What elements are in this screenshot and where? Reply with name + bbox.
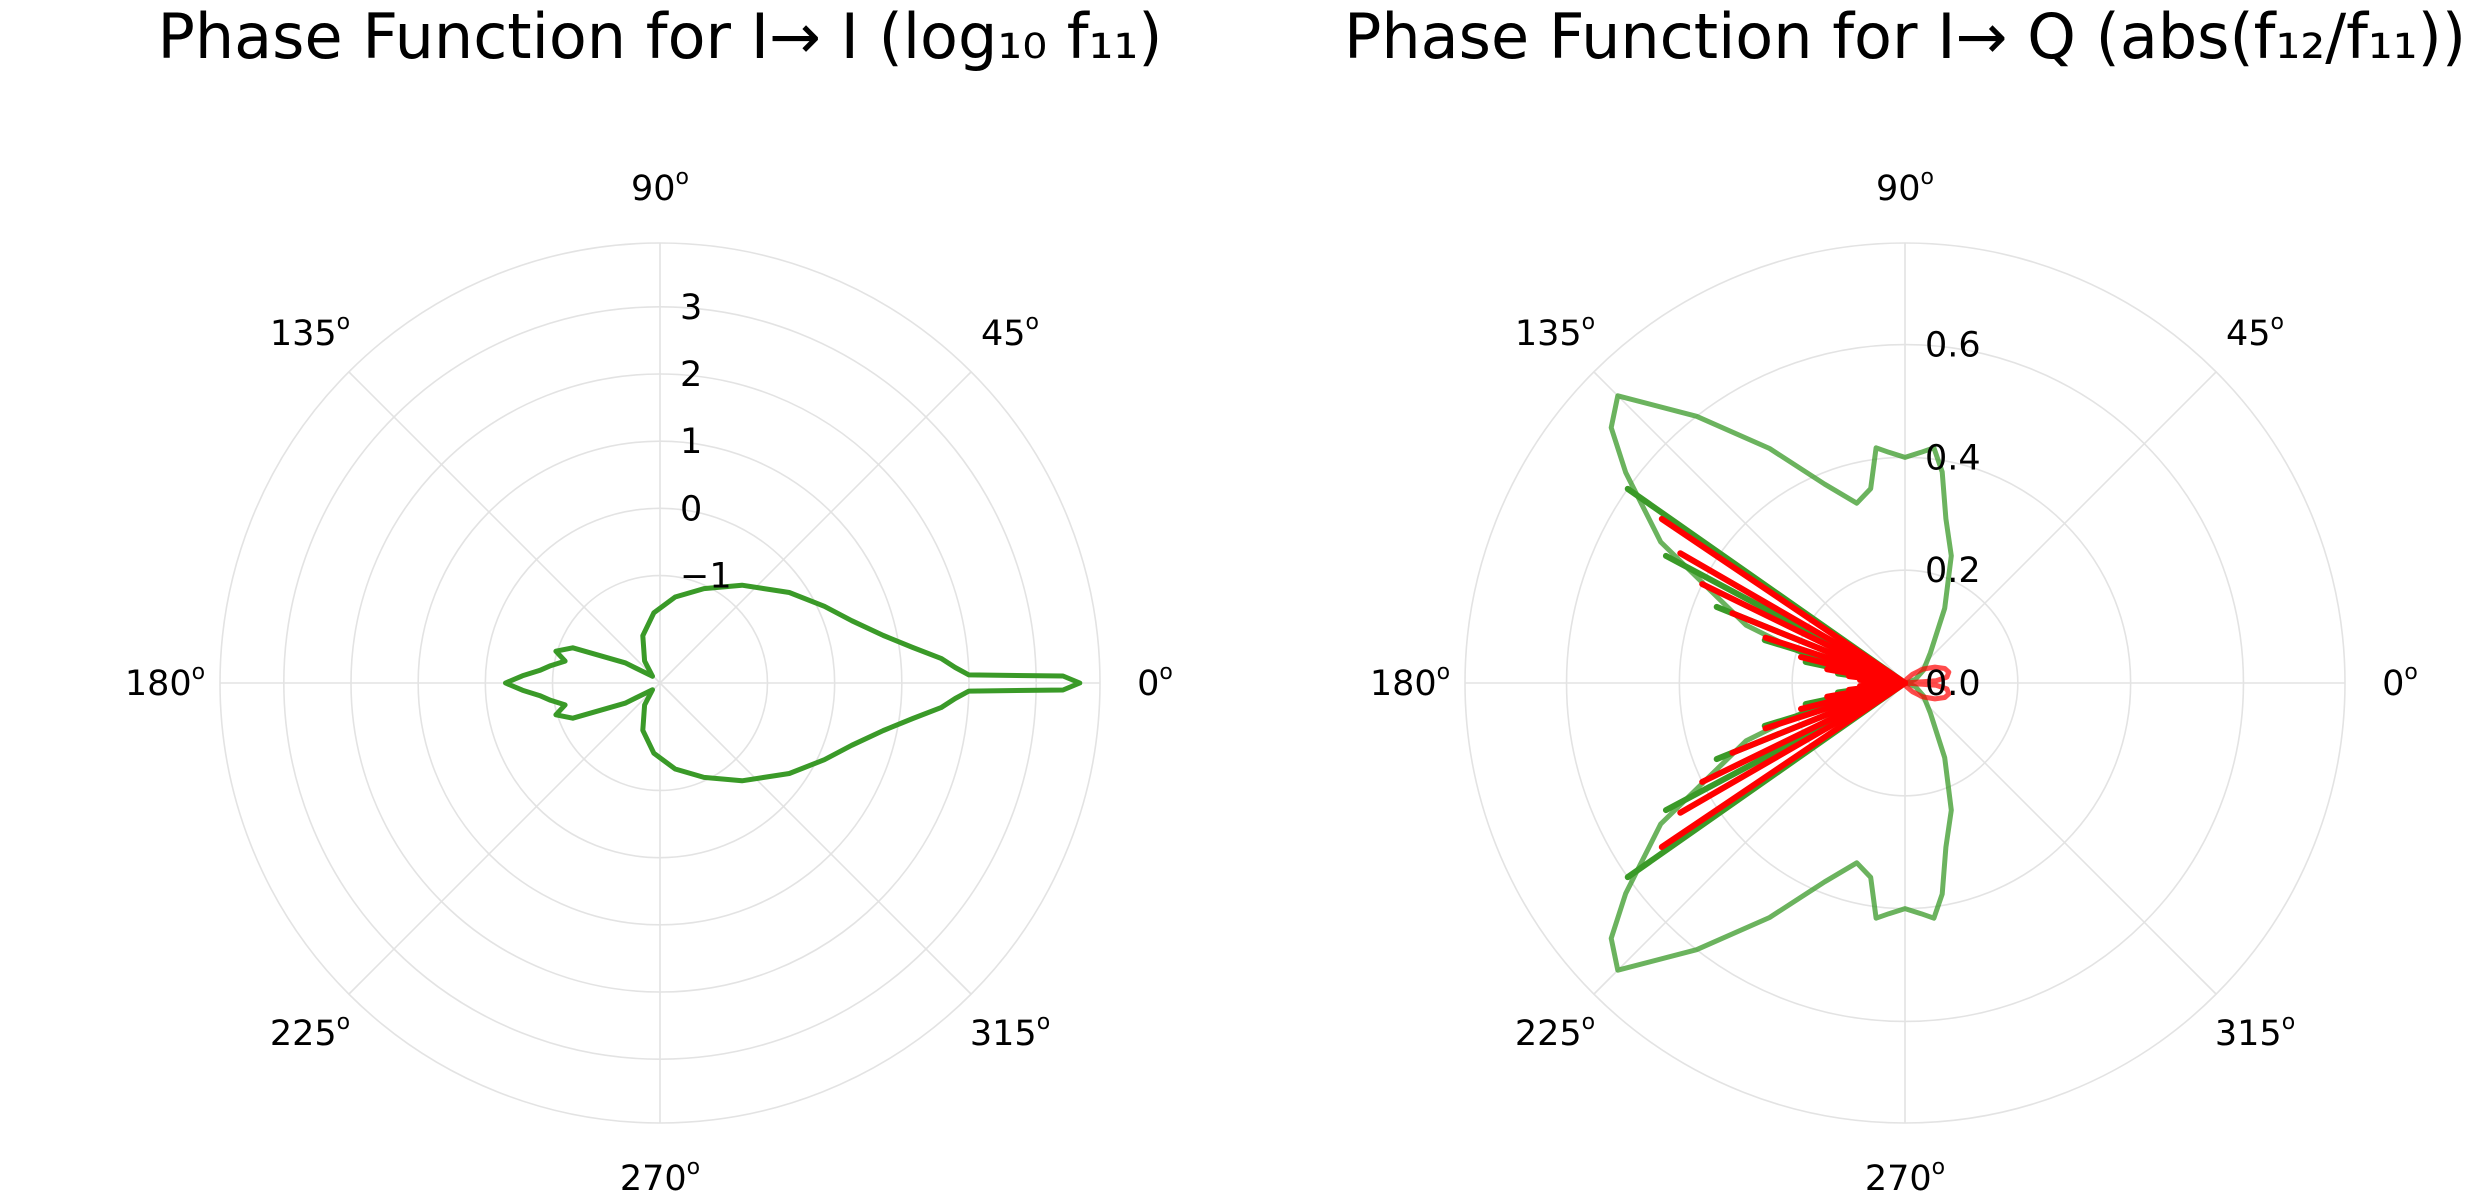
angle-gridline [1593,682,1906,995]
angle-tick-label: 0o [1137,660,1173,704]
angle-tick-label: 270o [620,1155,700,1199]
angle-tick-label: 180o [125,660,205,704]
angle-tick-label: 315o [2215,1010,2295,1054]
angle-gridline [659,682,972,995]
angle-tick-label: 90o [1876,165,1934,209]
polar-labels: 0o 45o 90o 135o 180o 225o 270o 315o −1 0 1 2 3 [125,165,1173,1199]
angle-tick-label: 270o [1865,1155,1945,1199]
series-3 [1658,515,1908,851]
spike-mark [1677,550,1908,686]
angle-tick-label: 180o [1370,660,1450,704]
polar-labels: 0o 45o 90o 135o 180o 225o 270o 315o 0.0 0.2 0.4 0.6 [1370,165,2418,1199]
angle-gridline [1904,682,2217,995]
radial-tick-label: 0 [680,489,702,529]
angle-gridline [348,682,661,995]
angle-tick-label: 225o [270,1010,350,1054]
polar-plot-f12-f11: Phase Function for I→ Q (abs(f₁₂/f₁₁)) 0… [1344,0,2466,1199]
radial-tick-label: −1 [680,557,732,597]
angle-tick-label: 225o [1515,1010,1595,1054]
spike-mark [1658,680,1908,851]
polar-curves [1608,393,1954,973]
radial-tick-label: 0.2 [1925,551,1981,591]
angle-gridline [348,371,661,684]
angle-gridline [659,371,972,684]
angle-tick-label: 315o [970,1010,1050,1054]
angle-gridline [1904,371,2217,684]
angle-tick-label: 135o [1515,310,1595,354]
chart-title-f11: Phase Function for I→ I (log₁₀ f₁₁) [158,0,1163,73]
angle-gridline [1593,371,1906,684]
series-line [503,582,1083,784]
radial-tick-label: 1 [680,422,702,462]
radial-tick-label: 0.6 [1925,326,1981,366]
polar-curves [503,582,1083,784]
angle-tick-label: 45o [981,310,1039,354]
spike-mark [1677,680,1908,816]
radial-tick-label: 0.0 [1925,664,1981,704]
series-0 [503,582,1083,784]
angle-tick-label: 90o [631,165,689,209]
spike-mark [1658,515,1908,686]
radial-tick-label: 2 [680,355,702,395]
radial-tick-label: 0.4 [1925,438,1981,478]
angle-tick-label: 0o [2382,660,2418,704]
radial-tick-label: 3 [680,288,702,328]
chart-title-f12-f11: Phase Function for I→ Q (abs(f₁₂/f₁₁)) [1344,0,2466,73]
angle-tick-label: 135o [270,310,350,354]
angle-tick-label: 45o [2226,310,2284,354]
polar-grid [219,242,1101,1124]
polar-plot-f11: Phase Function for I→ I (log₁₀ f₁₁) 0o 45… [125,0,1173,1199]
